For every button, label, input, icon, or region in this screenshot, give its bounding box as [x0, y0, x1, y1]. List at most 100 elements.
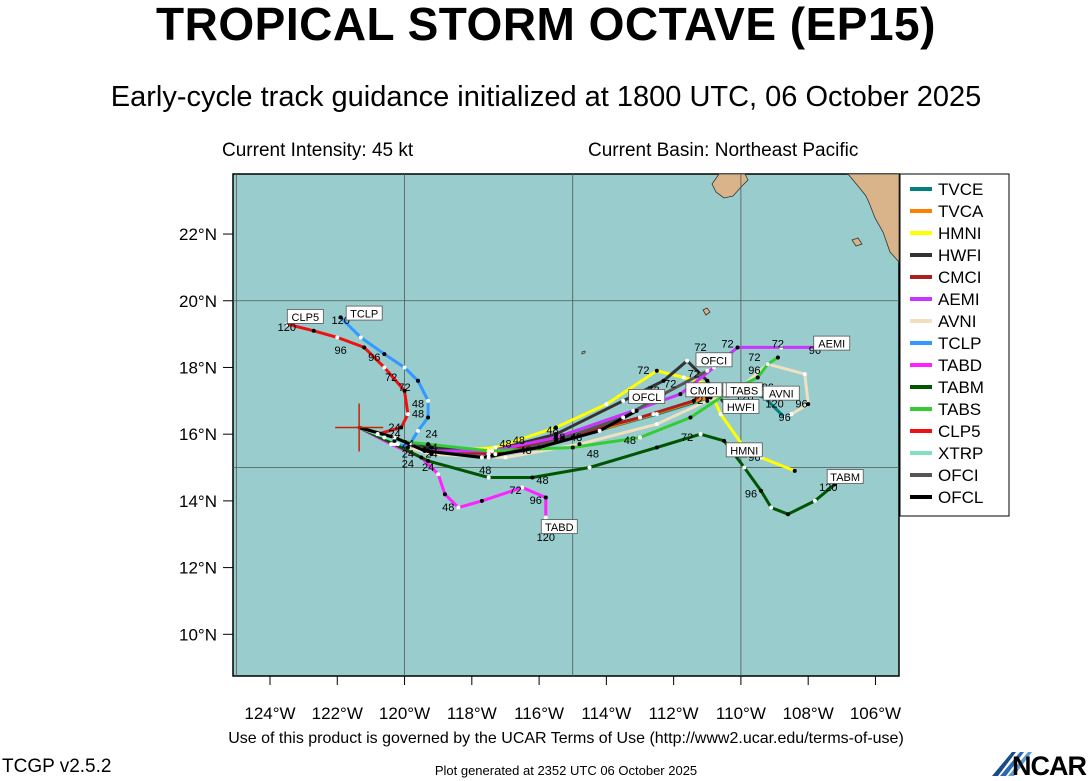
forecast-point-tabd — [419, 455, 424, 460]
tau-label: 72 — [398, 382, 410, 394]
end-label-box-tabd — [540, 519, 578, 534]
forecast-point-hmni — [681, 375, 686, 380]
legend-label-cmci: CMCI — [938, 268, 981, 287]
forecast-point-avni — [705, 398, 710, 403]
forecast-point-tabs — [426, 442, 431, 447]
end-label-tabm: TABM — [830, 472, 860, 484]
version-label: TCGP v2.5.2 — [2, 756, 112, 777]
legend-label-hwfi: HWFI — [938, 246, 981, 265]
legend-label-tabm: TABM — [938, 378, 984, 397]
forecast-point-tclp — [416, 378, 420, 383]
forecast-points — [284, 315, 838, 520]
forecast-point-tabm — [698, 432, 703, 437]
tau-label: 48 — [553, 432, 565, 444]
tau-label: 96 — [530, 495, 542, 507]
y-tick-label: 20°N — [179, 292, 217, 311]
tau-label: 48 — [536, 475, 548, 487]
forecast-point-tvce — [654, 412, 659, 417]
end-label-box-hwfi — [722, 399, 760, 414]
x-tick-label: 116°W — [514, 704, 564, 723]
baja-california-land — [711, 173, 749, 199]
forecast-point-cmci — [638, 415, 642, 420]
x-tick-label: 108°W — [783, 704, 834, 723]
current-intensity: Current Intensity: 45 kt — [222, 140, 414, 161]
forecast-point-ofcl — [392, 435, 397, 440]
y-tick-label: 22°N — [179, 225, 217, 244]
legend: TVCE TVCA HMNI HWFI CMCI AEMI AVNI TCLP TABD TABM… — [899, 173, 1010, 517]
forecast-point-aemi — [779, 345, 784, 350]
end-label-box-avni — [762, 385, 800, 401]
y-tick-label: 12°N — [179, 559, 217, 578]
tau-label: 96 — [748, 365, 760, 377]
x-tick-label: 118°W — [447, 704, 497, 723]
tau-label: 24 — [422, 462, 434, 474]
tau-label: 24 — [425, 449, 437, 461]
end-label-aemi: AEMI — [818, 339, 845, 351]
forecast-point-tabm — [722, 438, 727, 443]
forecast-point-tabm — [392, 442, 397, 447]
end-label-box-tabm — [826, 469, 864, 484]
forecast-point-hwfi — [661, 378, 666, 383]
forecast-point-xtrp — [409, 442, 414, 447]
forecast-point-hmni — [792, 468, 797, 473]
end-label-tclp: TCLP — [350, 309, 378, 321]
tau-label: 48 — [412, 398, 424, 410]
tau-label: 48 — [412, 408, 424, 420]
tau-label: 24 — [425, 429, 437, 441]
tau-label: 24 — [388, 422, 400, 434]
y-tick-label: 18°N — [179, 358, 217, 377]
forecast-point-tabd — [456, 505, 461, 510]
end-label-hwfi: HWFI — [727, 402, 755, 414]
tau-label: 96 — [779, 412, 791, 424]
legend-label-tvce: TVCE — [938, 180, 983, 199]
tau-label: 24 — [402, 439, 414, 451]
forecast-point-avni — [577, 442, 582, 447]
forecast-point-tabs — [486, 448, 491, 453]
track-clp5 — [285, 322, 410, 436]
forecast-point-clp5 — [405, 412, 410, 417]
y-tick-label: 14°N — [179, 492, 217, 511]
tau-label: 120 — [537, 532, 555, 544]
forecast-point-hwfi — [685, 358, 690, 363]
end-label-hmni: HMNI — [730, 445, 758, 457]
tau-label: 96 — [795, 398, 807, 410]
forecast-point-tvca — [570, 435, 575, 440]
tau-label: 72 — [664, 378, 676, 390]
x-tick-label: 124°W — [244, 704, 295, 723]
forecast-point-tabm — [786, 512, 790, 517]
land-masses — [581, 173, 900, 355]
tau-label: 120 — [819, 482, 837, 494]
forecast-point-tabm — [486, 475, 491, 480]
forecast-point-tclp — [405, 445, 410, 450]
forecast-point-avni — [789, 412, 794, 417]
tau-label: 48 — [442, 502, 454, 514]
end-label-cmci: CMCI — [690, 385, 718, 397]
forecast-point-tabm — [742, 465, 747, 470]
tau-label: 48 — [513, 435, 525, 447]
forecast-point-tclp — [382, 352, 387, 357]
forecast-point-hmni — [604, 402, 609, 407]
forecast-point-aemi — [553, 435, 558, 440]
forecast-point-tclp — [358, 335, 363, 340]
ocean-background — [232, 173, 900, 677]
forecast-point-clp5 — [335, 335, 340, 340]
end-label-box-ofci — [695, 352, 733, 368]
tau-label: 96 — [745, 489, 757, 501]
tau-label: 48 — [624, 435, 636, 447]
forecast-point-aemi — [631, 408, 636, 413]
storm-initial-position-marker — [335, 403, 384, 452]
end-label-box-hmni — [725, 442, 763, 458]
ncar-logo-mark — [992, 752, 1032, 776]
x-tick-label: 110°W — [716, 704, 766, 723]
forecast-point-tclp — [416, 428, 420, 433]
forecast-point-ofci — [486, 455, 491, 460]
tau-label: 48 — [499, 439, 511, 451]
forecast-point-tvca — [486, 452, 491, 457]
legend-label-xtrp: XTRP — [938, 444, 983, 463]
legend-label-tvca: TVCA — [938, 202, 984, 221]
forecast-point-clp5 — [362, 345, 367, 350]
tau-label: 72 — [681, 432, 693, 444]
forecast-point-ofci — [621, 415, 626, 420]
